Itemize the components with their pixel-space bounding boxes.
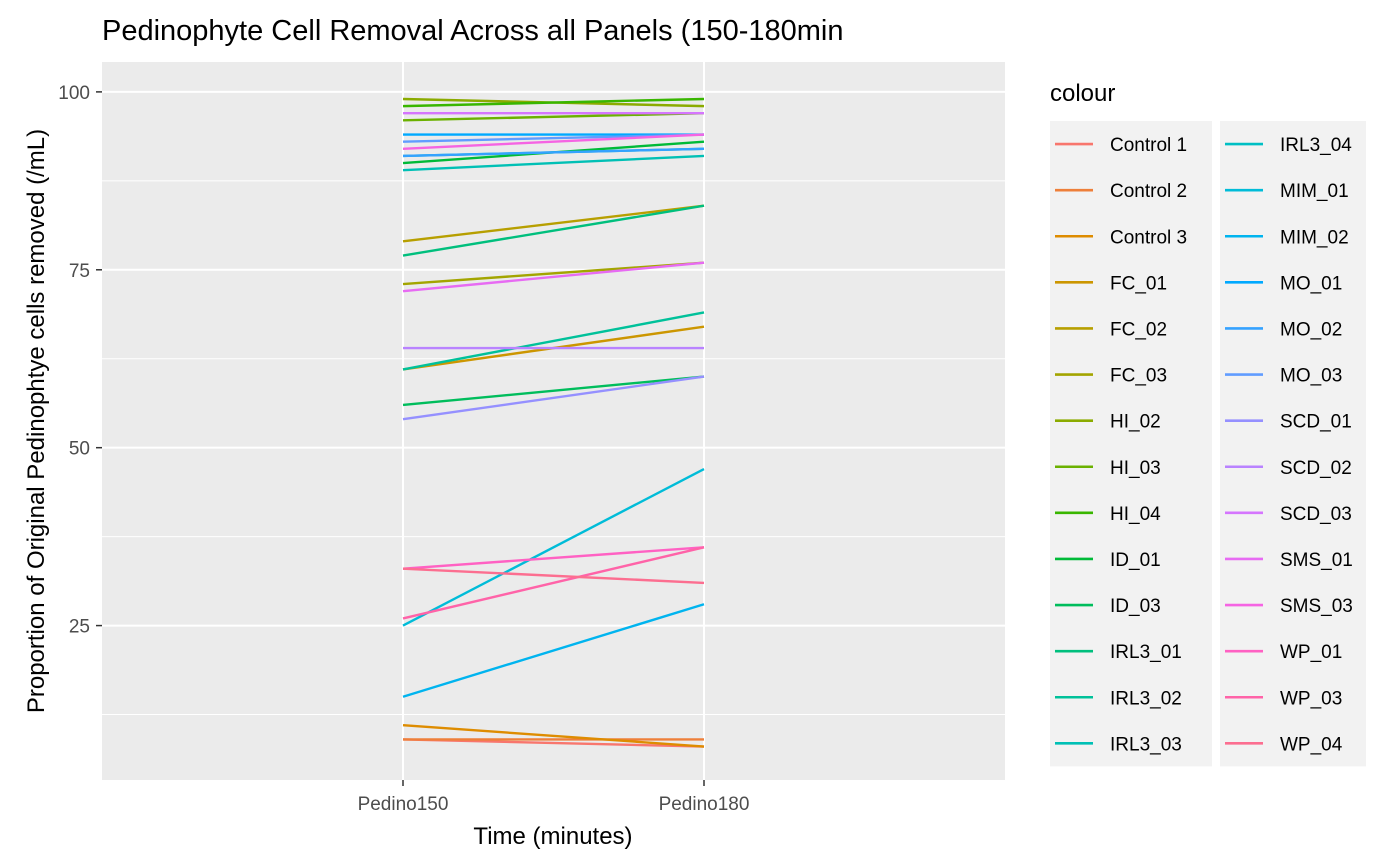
series-line — [402, 546, 705, 570]
legend-label: SMS_03 — [1280, 596, 1353, 617]
x-tick-label: Pedino150 — [358, 794, 449, 815]
legend-label: HI_02 — [1110, 412, 1161, 433]
legend-label: IRL3_04 — [1280, 135, 1352, 156]
legend-label: MO_03 — [1280, 366, 1342, 387]
legend-label: MO_01 — [1280, 273, 1342, 294]
series-line — [402, 204, 705, 243]
major-gridlines — [102, 62, 1005, 780]
legend-title: colour — [1050, 80, 1115, 107]
legend-label: MIM_02 — [1280, 227, 1349, 248]
series-line — [402, 97, 705, 108]
y-tick-label: 100 — [58, 83, 90, 104]
legend-label: IRL3_03 — [1110, 734, 1182, 755]
series-line — [402, 724, 705, 748]
legend-label: IRL3_02 — [1110, 688, 1182, 709]
x-axis: Pedino150 Pedino180 — [358, 780, 750, 815]
legend-label: FC_03 — [1110, 366, 1167, 387]
x-tick-label: Pedino180 — [659, 794, 750, 815]
series-line — [402, 375, 705, 407]
legend-label: FC_02 — [1110, 319, 1167, 340]
legend-label: ID_03 — [1110, 596, 1161, 617]
series-line — [402, 603, 705, 698]
series-line — [402, 204, 705, 257]
plot-panel — [102, 62, 1005, 780]
legend-label: MIM_01 — [1280, 181, 1349, 202]
legend-label: SCD_03 — [1280, 504, 1352, 525]
legend-label: WP_03 — [1280, 688, 1342, 709]
series-line — [402, 133, 705, 151]
series-line — [402, 147, 705, 158]
series-line — [402, 467, 705, 627]
minor-gridlines — [102, 180, 1005, 716]
series-line — [402, 546, 705, 620]
legend-label: ID_01 — [1110, 550, 1161, 571]
series-line — [402, 567, 705, 585]
y-axis-title: Proportion of Original Pedinophtye cells… — [23, 129, 50, 713]
legend-background — [1050, 121, 1212, 767]
series-line — [402, 261, 705, 293]
y-axis: 25 50 75 100 — [58, 83, 102, 638]
legend-label: SCD_01 — [1280, 412, 1352, 433]
legend-label: WP_04 — [1280, 734, 1343, 755]
chart-title: Pedinophyte Cell Removal Across all Pane… — [102, 15, 844, 47]
legend-label: Control 3 — [1110, 227, 1187, 248]
legend-label: HI_03 — [1110, 458, 1161, 479]
series-line — [402, 375, 705, 421]
legend: Control 1 Control 2 Control 3 FC_01 FC_02 FC_… — [1050, 121, 1366, 767]
legend-label: SCD_02 — [1280, 458, 1352, 479]
x-axis-title: Time (minutes) — [473, 823, 632, 850]
series-line — [402, 154, 705, 172]
y-tick-label: 25 — [69, 617, 90, 638]
legend-label: IRL3_01 — [1110, 642, 1182, 663]
legend-label: Control 2 — [1110, 181, 1187, 202]
series-lines — [402, 97, 705, 748]
legend-label: MO_02 — [1280, 319, 1342, 340]
y-tick-label: 75 — [69, 261, 90, 282]
legend-background — [1220, 121, 1366, 767]
legend-label: WP_01 — [1280, 642, 1342, 663]
legend-label: SMS_01 — [1280, 550, 1353, 571]
y-tick-label: 50 — [69, 439, 90, 460]
series-line — [402, 311, 705, 371]
legend-label: FC_01 — [1110, 273, 1167, 294]
legend-label: Control 1 — [1110, 135, 1187, 156]
legend-label: HI_04 — [1110, 504, 1161, 525]
